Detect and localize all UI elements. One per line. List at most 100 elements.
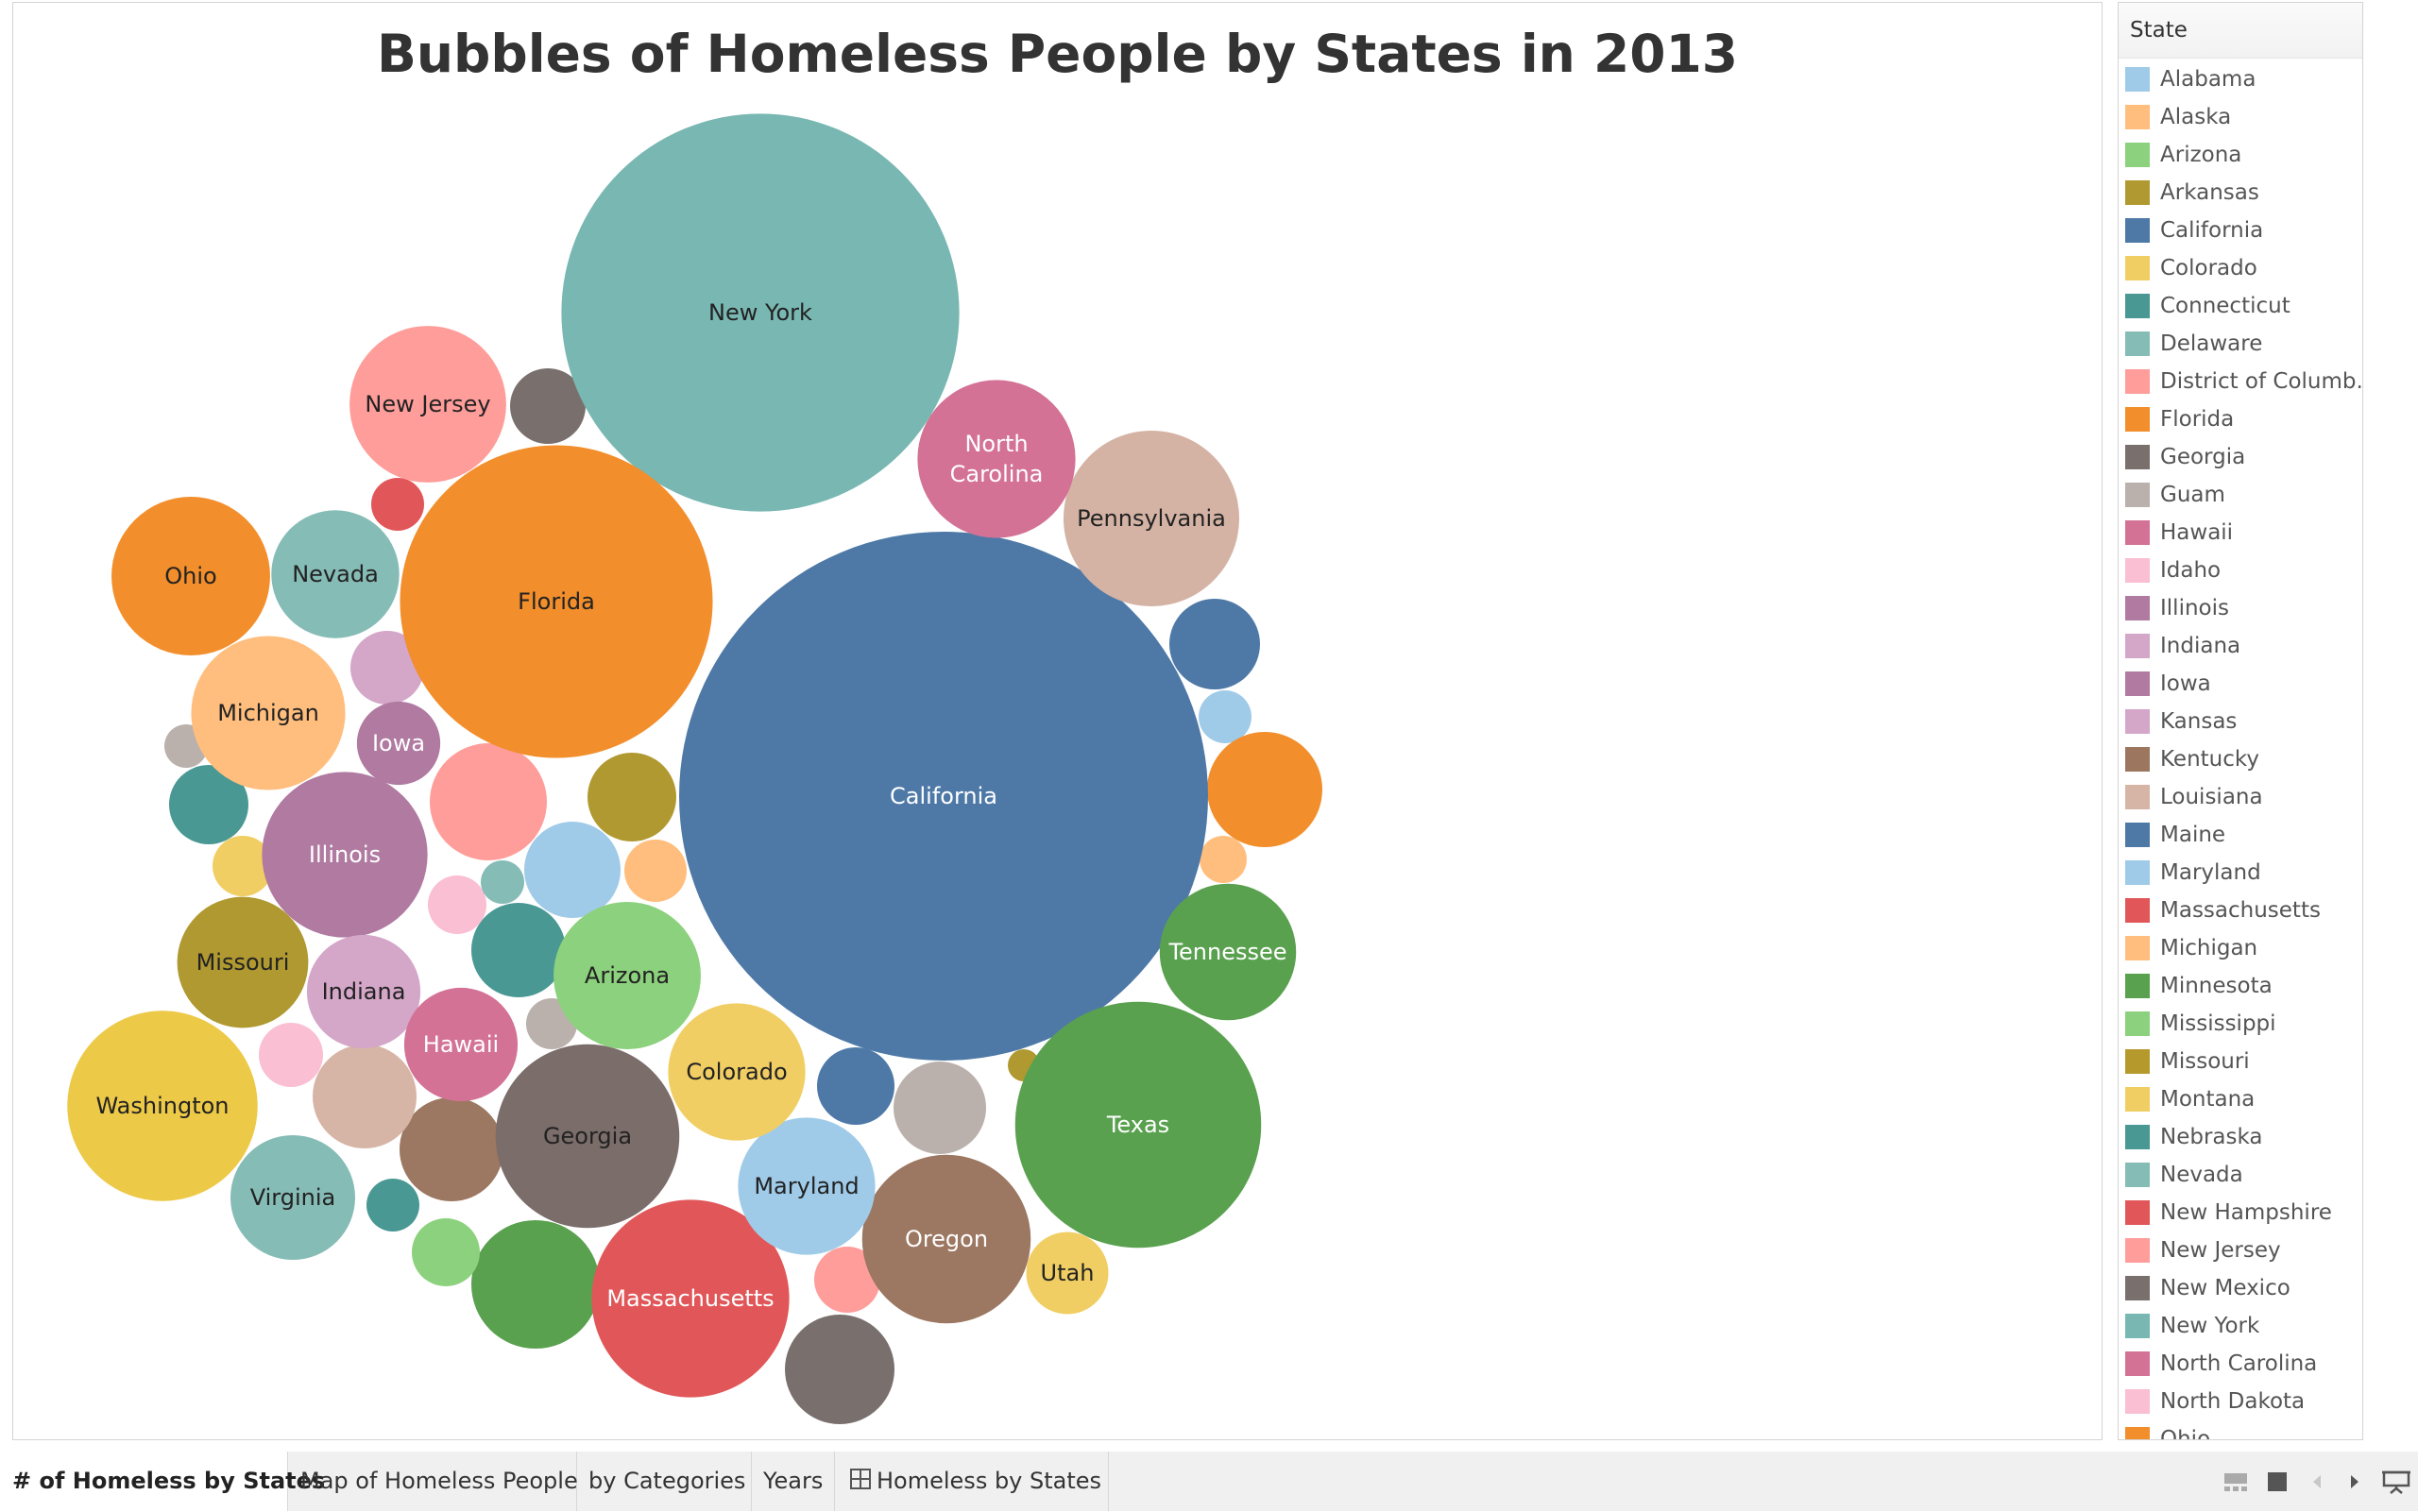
bubble-michigan[interactable]: [191, 636, 346, 790]
legend-item-colorado[interactable]: Colorado: [2119, 249, 2362, 287]
legend-item-kansas[interactable]: Kansas: [2119, 703, 2362, 740]
bubble-tennessee[interactable]: [1159, 883, 1297, 1021]
bubble-utah[interactable]: [1026, 1232, 1109, 1315]
bubble-unlabeled[interactable]: [817, 1047, 894, 1125]
bubble-pennsylvania[interactable]: [1063, 430, 1240, 607]
legend-item-georgia[interactable]: Georgia: [2119, 438, 2362, 476]
bubble-unlabeled[interactable]: [471, 903, 566, 997]
legend-item-mississippi[interactable]: Mississippi: [2119, 1005, 2362, 1043]
bubble-unlabeled[interactable]: [1199, 690, 1252, 743]
bubble-unlabeled[interactable]: [366, 1179, 419, 1232]
bubble-label-new-york: New York: [708, 299, 812, 326]
bubble-north-carolina[interactable]: [917, 380, 1076, 538]
tab-homeless-by-states-count[interactable]: # of Homeless by States: [0, 1452, 325, 1511]
bubble-indiana[interactable]: [306, 934, 421, 1049]
bubble-unlabeled[interactable]: [471, 1220, 600, 1349]
bubble-unlabeled[interactable]: [313, 1045, 417, 1148]
legend-item-new-mexico[interactable]: New Mexico: [2119, 1269, 2362, 1307]
bubble-unlabeled[interactable]: [430, 743, 547, 860]
bubble-unlabeled[interactable]: [1169, 599, 1260, 689]
bubble-ohio[interactable]: [111, 497, 270, 655]
bubble-virginia[interactable]: [230, 1135, 355, 1260]
bubble-california[interactable]: [679, 532, 1208, 1061]
bubble-maryland[interactable]: [738, 1117, 876, 1255]
bubble-illinois[interactable]: [262, 772, 428, 938]
legend-item-connecticut[interactable]: Connecticut: [2119, 287, 2362, 325]
bubble-unlabeled[interactable]: [624, 840, 687, 902]
bubble-colorado[interactable]: [668, 1003, 806, 1141]
legend-item-california[interactable]: California: [2119, 212, 2362, 249]
bubble-unlabeled[interactable]: [1207, 732, 1322, 847]
bubble-unlabeled[interactable]: [428, 875, 486, 934]
legend-item-delaware[interactable]: Delaware: [2119, 325, 2362, 363]
bubble-washington[interactable]: [67, 1011, 258, 1201]
tab-homeless-by-states-dashboard[interactable]: Homeless by States: [835, 1452, 1109, 1511]
bubble-missouri[interactable]: [177, 896, 309, 1028]
legend-item-missouri[interactable]: Missouri: [2119, 1043, 2362, 1080]
bubble-georgia[interactable]: [495, 1044, 680, 1229]
bubble-unlabeled[interactable]: [371, 478, 424, 531]
bubble-unlabeled[interactable]: [412, 1218, 480, 1286]
bubble-unlabeled[interactable]: [510, 368, 586, 444]
bubble-unlabeled[interactable]: [400, 1097, 503, 1201]
legend-item-guam[interactable]: Guam: [2119, 476, 2362, 514]
legend-item-alaska[interactable]: Alaska: [2119, 98, 2362, 136]
legend-item-district-of-columb-[interactable]: District of Columb..: [2119, 363, 2362, 400]
bubble-unlabeled[interactable]: [350, 631, 424, 705]
bubble-unlabeled[interactable]: [894, 1062, 986, 1154]
legend-item-idaho[interactable]: Idaho: [2119, 552, 2362, 589]
legend-item-nebraska[interactable]: Nebraska: [2119, 1118, 2362, 1156]
legend-item-arizona[interactable]: Arizona: [2119, 136, 2362, 174]
legend-item-iowa[interactable]: Iowa: [2119, 665, 2362, 703]
bubble-label-pennsylvania: Pennsylvania: [1077, 505, 1226, 532]
legend-item-florida[interactable]: Florida: [2119, 400, 2362, 438]
presentation-mode-icon[interactable]: [2382, 1470, 2410, 1498]
legend-item-nevada[interactable]: Nevada: [2119, 1156, 2362, 1194]
bubble-unlabeled[interactable]: [213, 836, 273, 896]
bubble-unlabeled[interactable]: [481, 860, 524, 904]
bubble-massachusetts[interactable]: [591, 1199, 790, 1398]
legend-item-north-carolina[interactable]: North Carolina: [2119, 1345, 2362, 1383]
legend-item-ohio[interactable]: Ohio: [2119, 1420, 2362, 1439]
legend-item-indiana[interactable]: Indiana: [2119, 627, 2362, 665]
legend-item-new-york[interactable]: New York: [2119, 1307, 2362, 1345]
bubble-unlabeled[interactable]: [524, 822, 621, 918]
legend-item-new-jersey[interactable]: New Jersey: [2119, 1232, 2362, 1269]
filmstrip-view-icon[interactable]: [2223, 1471, 2248, 1496]
bubble-nevada[interactable]: [271, 510, 400, 638]
legend-item-minnesota[interactable]: Minnesota: [2119, 967, 2362, 1005]
legend-item-montana[interactable]: Montana: [2119, 1080, 2362, 1118]
legend-item-kentucky[interactable]: Kentucky: [2119, 740, 2362, 778]
legend-item-hawaii[interactable]: Hawaii: [2119, 514, 2362, 552]
bubble-texas[interactable]: [1014, 1001, 1262, 1249]
next-sheet-icon[interactable]: [2347, 1472, 2362, 1495]
legend-item-maine[interactable]: Maine: [2119, 816, 2362, 854]
bubble-unlabeled[interactable]: [814, 1247, 880, 1313]
legend-item-maryland[interactable]: Maryland: [2119, 854, 2362, 892]
legend-item-alabama[interactable]: Alabama: [2119, 60, 2362, 98]
bubble-arizona[interactable]: [553, 902, 701, 1049]
single-view-icon[interactable]: [2266, 1470, 2289, 1497]
legend-item-new-hampshire[interactable]: New Hampshire: [2119, 1194, 2362, 1232]
legend-item-louisiana[interactable]: Louisiana: [2119, 778, 2362, 816]
bubble-new-york[interactable]: [561, 113, 960, 512]
tab-years[interactable]: Years: [752, 1452, 835, 1511]
bubble-unlabeled[interactable]: [169, 765, 248, 844]
tab-map-of-homeless[interactable]: Map of Homeless People: [288, 1452, 578, 1511]
legend-item-north-dakota[interactable]: North Dakota: [2119, 1383, 2362, 1420]
bubble-oregon[interactable]: [861, 1154, 1031, 1324]
bubble-florida[interactable]: [400, 445, 713, 758]
bubble-unlabeled[interactable]: [1200, 836, 1247, 883]
bubble-unlabeled[interactable]: [587, 753, 676, 841]
legend-item-massachusetts[interactable]: Massachusetts: [2119, 892, 2362, 929]
legend-item-michigan[interactable]: Michigan: [2119, 929, 2362, 967]
bubble-new-jersey[interactable]: [349, 326, 506, 483]
bubble-iowa[interactable]: [356, 701, 441, 786]
previous-sheet-icon[interactable]: [2309, 1472, 2324, 1495]
bubble-unlabeled[interactable]: [259, 1023, 323, 1087]
tab-by-categories[interactable]: by Categories: [577, 1452, 752, 1511]
legend-item-arkansas[interactable]: Arkansas: [2119, 174, 2362, 212]
bubble-unlabeled[interactable]: [785, 1315, 894, 1424]
bubble-hawaii[interactable]: [403, 987, 519, 1102]
legend-item-illinois[interactable]: Illinois: [2119, 589, 2362, 627]
